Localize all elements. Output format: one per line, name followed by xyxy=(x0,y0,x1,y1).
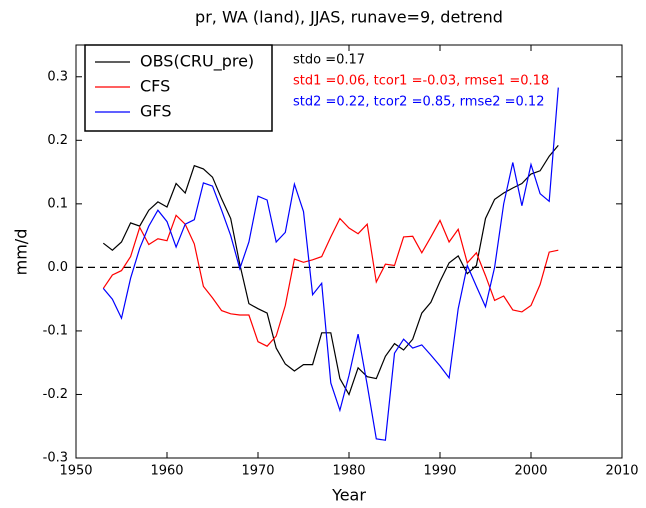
x-tick-label: 1980 xyxy=(332,464,365,479)
x-tick-label: 2010 xyxy=(605,464,638,479)
x-tick-label: 1950 xyxy=(59,464,92,479)
x-tick-label: 2000 xyxy=(514,464,547,479)
y-tick-label: -0.1 xyxy=(43,323,68,338)
y-tick-label: -0.2 xyxy=(43,387,68,402)
y-tick-label: 0.2 xyxy=(47,133,68,148)
legend-label: CFS xyxy=(140,77,170,96)
y-axis-label: mm/d xyxy=(12,229,31,276)
legend-label: OBS(CRU_pre) xyxy=(140,52,254,72)
y-tick-label: 0.3 xyxy=(47,69,68,84)
chart-title: pr, WA (land), JJAS, runave=9, detrend xyxy=(195,8,503,27)
stat-annotation: std1 =0.06, tcor1 =-0.03, rmse1 =0.18 xyxy=(293,74,549,89)
stat-annotation: stdo =0.17 xyxy=(293,53,365,68)
x-tick-label: 1970 xyxy=(241,464,274,479)
plot-frame xyxy=(75,44,623,459)
x-tick-label: 1960 xyxy=(150,464,183,479)
series-line xyxy=(102,145,559,396)
series-line xyxy=(102,87,559,441)
x-axis-label: Year xyxy=(331,486,366,505)
y-tick-label: 0.1 xyxy=(47,196,68,211)
x-tick-label: 1990 xyxy=(423,464,456,479)
stat-annotation: std2 =0.22, tcor2 =0.85, rmse2 =0.12 xyxy=(293,95,544,110)
series-line xyxy=(102,214,559,347)
legend-label: GFS xyxy=(140,102,171,121)
y-tick-label: -0.3 xyxy=(43,451,68,466)
y-tick-label: 0.0 xyxy=(47,260,68,275)
legend-box xyxy=(84,44,273,132)
